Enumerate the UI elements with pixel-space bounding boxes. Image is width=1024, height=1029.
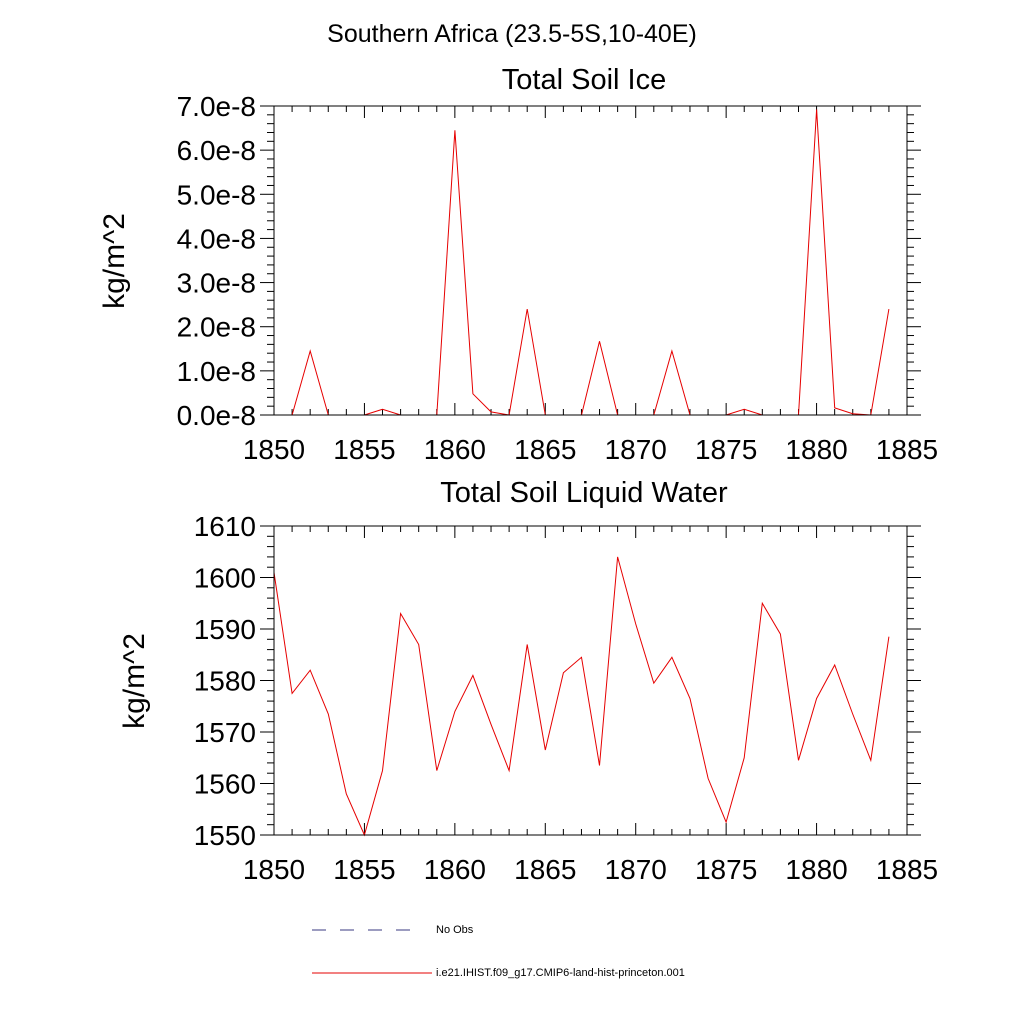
y-axis-label: kg/m^2: [118, 633, 151, 729]
x-tick-label: 1865: [514, 854, 576, 885]
x-tick-label: 1865: [514, 434, 576, 465]
y-tick-label: 1610: [194, 511, 256, 542]
y-tick-label: 2.0e-8: [177, 312, 256, 343]
y-tick-label: 4.0e-8: [177, 223, 256, 254]
x-tick-label: 1855: [333, 434, 395, 465]
x-tick-label: 1885: [876, 854, 938, 885]
y-tick-label: 5.0e-8: [177, 179, 256, 210]
page-title: Southern Africa (23.5-5S,10-40E): [327, 20, 697, 48]
y-tick-label: 1.0e-8: [177, 356, 256, 387]
y-tick-label: 3.0e-8: [177, 268, 256, 299]
x-tick-label: 1875: [695, 434, 757, 465]
x-tick-label: 1860: [424, 434, 486, 465]
x-tick-label: 1875: [695, 854, 757, 885]
series-line: [273, 556, 890, 837]
plot-frame: [273, 105, 908, 416]
y-tick-label: 1570: [194, 717, 256, 748]
chart-panel-soil-ice: Total Soil Ice kg/m^2 1850 1855 1860 1865 18…: [98, 64, 938, 465]
x-tick-label: 1885: [876, 434, 938, 465]
legend-model-label: i.e21.IHIST.f09_g17.CMIP6-land-hist-prin…: [436, 967, 685, 979]
y-tick-label: 1560: [194, 769, 256, 800]
legend: No Obs i.e21.IHIST.f09_g17.CMIP6-land-hi…: [312, 924, 685, 979]
chart-title: Total Soil Liquid Water: [440, 477, 728, 509]
tick-labels: 1850 1855 1860 1865 1870 1875 1880 1885 0.0e-8 1.…: [177, 91, 939, 465]
y-axis-label: kg/m^2: [98, 213, 131, 309]
legend-obs-label: No Obs: [436, 924, 474, 936]
x-tick-label: 1870: [605, 854, 667, 885]
y-tick-label: 6.0e-8: [177, 135, 256, 166]
x-tick-label: 1880: [785, 854, 847, 885]
y-tick-label: 7.0e-8: [177, 91, 256, 122]
y-tick-label: 1590: [194, 614, 256, 645]
x-tick-label: 1870: [605, 434, 667, 465]
x-tick-label: 1860: [424, 854, 486, 885]
chart-title: Total Soil Ice: [502, 64, 666, 96]
x-tick-label: 1855: [333, 854, 395, 885]
y-tick-label: 0.0e-8: [177, 400, 256, 431]
x-tick-label: 1880: [785, 434, 847, 465]
x-tick-label: 1850: [243, 854, 305, 885]
plot-frame: [273, 525, 908, 836]
y-tick-label: 1580: [194, 666, 256, 697]
x-tick-label: 1850: [243, 434, 305, 465]
tick-labels: 1850 1855 1860 1865 1870 1875 1880 1885 1550 1560…: [194, 511, 938, 885]
y-tick-label: 1600: [194, 563, 256, 594]
series-group: [273, 556, 890, 837]
y-tick-label: 1550: [194, 820, 256, 851]
chart-panel-soil-liquid-water: Total Soil Liquid Water kg/m^2 1850 1855 1…: [118, 477, 938, 885]
